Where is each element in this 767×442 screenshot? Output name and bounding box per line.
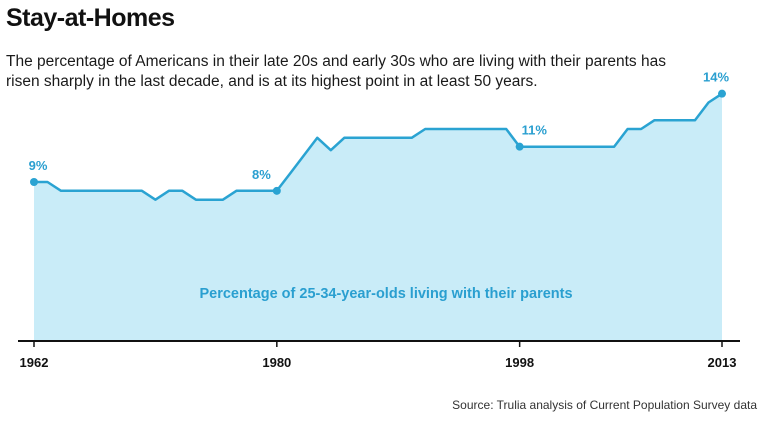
x-axis-ticks: 1962 1980 1998 2013 bbox=[20, 341, 737, 370]
annotation-marker bbox=[30, 178, 38, 186]
annotation-markers: 9% 8% 11% 14% bbox=[29, 70, 729, 195]
x-tick-label: 1980 bbox=[262, 355, 291, 370]
x-tick-label: 1962 bbox=[20, 355, 49, 370]
annotation-label: 8% bbox=[252, 167, 271, 182]
chart-subtitle: The percentage of Americans in their lat… bbox=[6, 53, 666, 90]
series-line bbox=[34, 92, 723, 201]
annotation-label: 9% bbox=[29, 158, 48, 173]
annotation-marker bbox=[515, 142, 524, 151]
annotation-label: 14% bbox=[703, 70, 729, 85]
annotation-marker bbox=[272, 186, 281, 195]
annotation-label: 11% bbox=[522, 123, 548, 138]
x-tick-label: 2013 bbox=[708, 355, 737, 370]
area-label: Percentage of 25-34-year-olds living wit… bbox=[199, 286, 572, 302]
annotation-marker bbox=[718, 89, 726, 98]
chart-title: Stay-at-Homes bbox=[6, 4, 175, 32]
source-note: Source: Trulia analysis of Current Popul… bbox=[452, 398, 757, 412]
x-tick-label: 1998 bbox=[505, 355, 534, 370]
area-fill bbox=[34, 93, 722, 341]
